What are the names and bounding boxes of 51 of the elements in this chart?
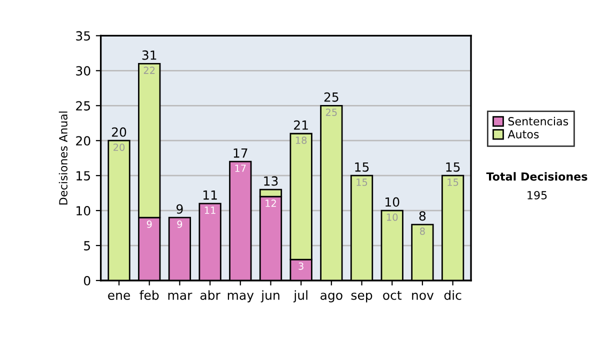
total-label: 13 [264, 176, 278, 186]
data-label: 8 [420, 228, 425, 235]
legend-label: Sentencias [508, 116, 568, 126]
data-label: 15 [448, 178, 458, 186]
x-tick-label: nov [412, 292, 434, 300]
data-label: 22 [144, 66, 155, 74]
data-label: 17 [235, 164, 246, 172]
total-label: 9 [176, 204, 183, 214]
y-axis-title: Decisiones Anual [58, 112, 68, 205]
x-tick-label: jun [260, 290, 280, 302]
data-label: 18 [296, 136, 307, 144]
total-label: 15 [355, 162, 369, 172]
total-label: 31 [142, 50, 156, 60]
y-tick-label: 15 [76, 171, 90, 181]
data-label: 3 [298, 262, 304, 270]
y-tick-label: 10 [76, 206, 90, 216]
total-label: 11 [203, 190, 217, 200]
total-label: 20 [112, 127, 126, 137]
x-tick-label: may [228, 292, 254, 302]
x-tick-label: ene [108, 292, 130, 300]
data-label: 15 [356, 178, 368, 186]
x-tick-label: mar [168, 292, 192, 300]
x-tick-label: dic [444, 290, 462, 300]
data-label: 11 [204, 206, 216, 214]
total-label: 17 [234, 148, 248, 158]
text: 195 [528, 191, 547, 200]
x-tick-label: jul [293, 290, 308, 302]
legend-label: Autos [508, 130, 539, 138]
y-tick-label: 0 [84, 276, 90, 286]
y-tick-label: 5 [84, 241, 90, 250]
total-label: 10 [386, 197, 400, 207]
data-label: 10 [386, 214, 398, 221]
total-label: 15 [446, 162, 460, 172]
data-label: 9 [177, 220, 182, 228]
total-label: 25 [324, 92, 338, 102]
data-label: 12 [266, 200, 276, 207]
total-label: 8 [419, 211, 426, 221]
data-label: 20 [114, 144, 125, 151]
y-tick-label: 35 [76, 31, 90, 41]
x-tick-label: abr [200, 290, 220, 300]
data-label: 25 [326, 108, 337, 116]
x-tick-label: feb [140, 290, 159, 300]
y-tick-label: 30 [76, 66, 90, 76]
total-label: 21 [294, 120, 308, 130]
x-tick-label: oct [383, 290, 402, 300]
text: Total Decisiones [486, 172, 588, 181]
data-label: 9 [146, 220, 152, 228]
y-tick-label: 20 [76, 136, 90, 146]
y-tick-label: 25 [76, 101, 90, 111]
x-tick-label: sep [351, 292, 372, 302]
x-tick-label: ago [320, 292, 342, 302]
